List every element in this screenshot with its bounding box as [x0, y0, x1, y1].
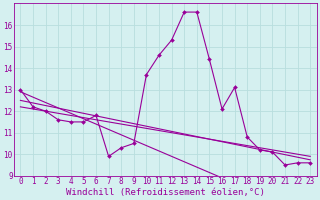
X-axis label: Windchill (Refroidissement éolien,°C): Windchill (Refroidissement éolien,°C) — [66, 188, 265, 197]
